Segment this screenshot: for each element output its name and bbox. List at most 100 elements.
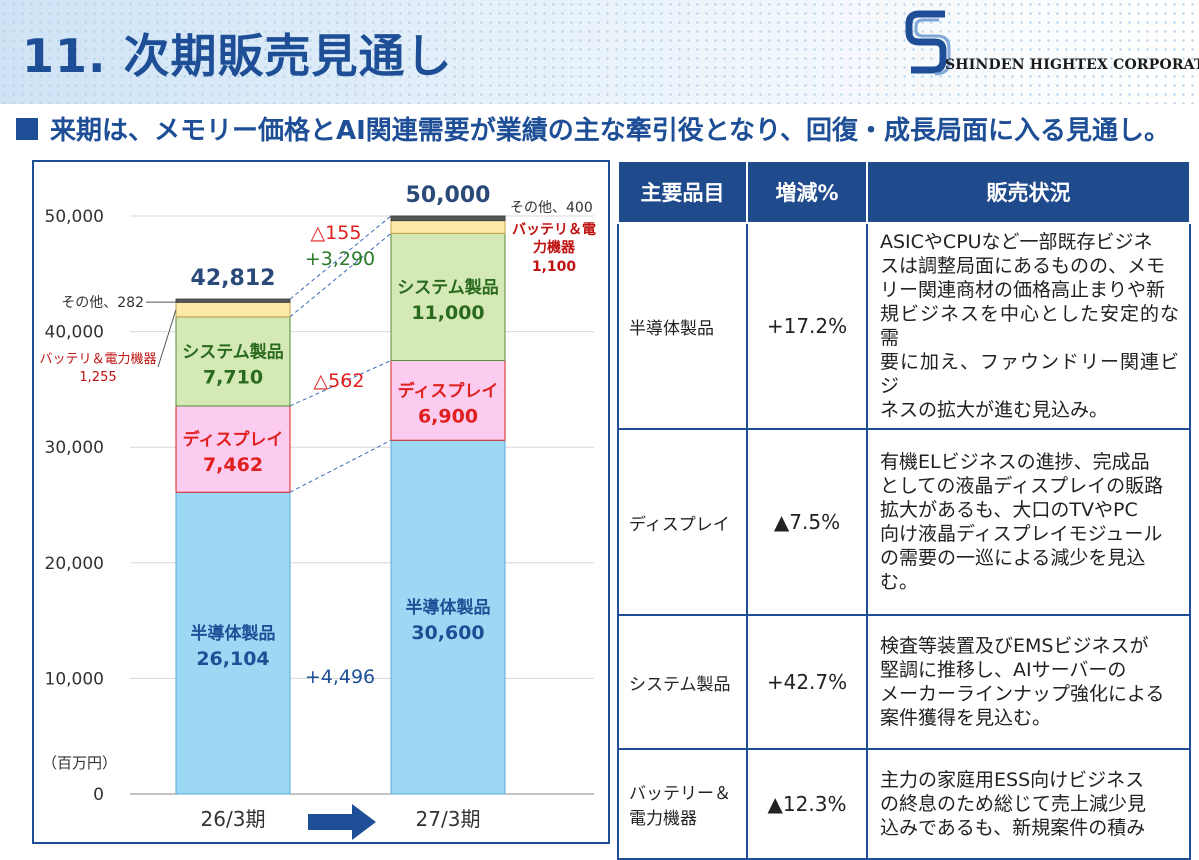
table-row: システム製品 +42.7% 検査等装置及びEMSビジネスが 堅調に推移し、AIサーバー…	[617, 614, 1191, 750]
sales-status: 検査等装置及びEMSビジネスが 堅調に推移し、AIサーバーの メーカーラインナップ強…	[866, 614, 1191, 750]
connector-line	[289, 232, 392, 318]
callout-battery-right-2: 力機器	[533, 239, 576, 256]
stacked-bar-chart: 0 10,000 20,000 30,000 40,000 50,000 （百万円） 半導体製…	[39, 183, 596, 840]
y-tick-label: 40,000	[45, 323, 104, 343]
header-sales-status: 販売状況	[866, 160, 1191, 224]
product-table: 主要品目 増減% 販売状況 半導体製品 +17.2% ASICやCPUなど一部既存ビ…	[617, 160, 1191, 860]
bar-segment	[175, 316, 291, 407]
bar-segment	[390, 232, 506, 361]
sales-status-line: む。	[880, 571, 919, 593]
x-category-label: 26/3期	[201, 807, 266, 831]
company-name: SHINDEN HIGHTEX CORPORATION	[945, 57, 1199, 73]
item-name-line: システム製品	[629, 674, 731, 695]
y-tick-label: 10,000	[45, 669, 104, 689]
callout-battery-left-value: 1,255	[79, 370, 116, 385]
chart-frame: 0 10,000 20,000 30,000 40,000 50,000 （百万円） 半導体製…	[32, 160, 610, 844]
sales-status-line: 込みであるも、新規案件の積み	[880, 817, 1146, 839]
sales-status-line: 堅調に推移し、AIサーバーの	[880, 659, 1127, 681]
connector-line	[289, 215, 392, 300]
change-label: △155	[311, 222, 362, 244]
item-name-line: 電力機器	[629, 809, 697, 829]
table-header-row: 主要品目 増減% 販売状況	[617, 160, 1191, 224]
bar-segment	[175, 491, 291, 795]
bar-segment	[390, 220, 506, 234]
page-title: 11. 次期販売見通し	[22, 29, 453, 83]
connector-line	[289, 439, 392, 493]
bar-segment	[390, 360, 506, 441]
item-name-line: ディスプレイ	[629, 514, 730, 535]
item-name-line: 半導体製品	[629, 318, 714, 339]
header-band	[0, 0, 1199, 104]
y-axis-unit-label: （百万円）	[42, 754, 117, 772]
bar-segment	[175, 301, 291, 318]
sales-status-line: 主力の家庭用ESS向けビジネス	[880, 769, 1145, 791]
segment-value-label: 7,462	[203, 454, 263, 476]
callout-leader-line	[157, 309, 177, 368]
bar-total-label: 42,812	[191, 266, 276, 291]
header-item: 主要品目	[617, 160, 748, 224]
sales-status: 有機ELビジネスの進捗、完成品 としての液晶ディスプレイの販路 拡大があるも、大口の…	[866, 428, 1191, 616]
callout-battery-left: バッテリ＆電力機器	[39, 352, 156, 367]
sales-status-line: としての液晶ディスプレイの販路	[880, 475, 1164, 497]
bar-segment	[390, 215, 506, 222]
segment-series-label: ディスプレイ	[183, 429, 284, 450]
item-name-line: バッテリー＆	[629, 784, 731, 804]
callout-other-right: その他、400	[510, 200, 593, 216]
table-row: 半導体製品 +17.2% ASICやCPUなど一部既存ビジネ スは調整局面にあるものの…	[617, 222, 1191, 430]
y-tick-label: 50,000	[45, 207, 104, 227]
sales-status-line: リー関連商材の価格高止まりや新	[880, 279, 1166, 301]
subheading: 来期は、メモリー価格とAI関連需要が業績の主な牽引役となり、回復・成長局面に入る…	[16, 110, 1170, 147]
change-pct: +42.7%	[746, 614, 868, 750]
callout-battery-right-value: 1,100	[532, 259, 577, 275]
sales-status-line: 有機ELビジネスの進捗、完成品	[880, 451, 1150, 473]
change-pct: ▲12.3%	[746, 748, 868, 860]
sales-status-line: 向け液晶ディスプレイモジュール	[880, 523, 1163, 545]
change-pct: ▲7.5%	[746, 428, 868, 616]
segment-series-label: システム製品	[397, 277, 499, 298]
subheading-text: 来期は、メモリー価格とAI関連需要が業績の主な牽引役となり、回復・成長局面に入る…	[50, 116, 1170, 146]
bar-total-label: 50,000	[406, 183, 491, 208]
callout-other-left: その他、282	[61, 295, 144, 311]
sales-status-line: メーカーラインナップ強化による	[880, 683, 1165, 705]
bullet-square-icon	[16, 117, 38, 140]
sales-status-line: スは調整局面にあるものの、メモ	[880, 255, 1166, 277]
change-pct: +17.2%	[746, 222, 868, 430]
sales-status-line: の需要の一巡による減少を見込	[880, 547, 1146, 569]
sales-status-line: の終息のため総じて売上減少見	[880, 793, 1147, 815]
segment-series-label: 半導体製品	[406, 597, 491, 618]
segment-series-label: ディスプレイ	[398, 380, 499, 401]
item-name: システム製品	[617, 614, 748, 750]
change-label: △562	[314, 370, 365, 392]
y-tick-label: 20,000	[45, 554, 104, 574]
segment-value-label: 30,600	[411, 622, 484, 644]
sales-status-line: 拡大があるも、大口のTVやPC	[880, 499, 1138, 521]
segment-value-label: 7,710	[203, 366, 263, 388]
sales-status-line: 規ビジネスを中心とした安定的な需	[880, 303, 1179, 349]
sales-status: 主力の家庭用ESS向けビジネス の終息のため総じて売上減少見 込みであるも、新規案件…	[866, 748, 1191, 860]
arrow-right-icon	[308, 804, 376, 840]
segment-series-label: システム製品	[182, 341, 284, 362]
header-change-pct: 増減%	[746, 160, 868, 224]
company-logo: SHINDEN HIGHTEX CORPORATION	[893, 10, 1199, 80]
company-logo-icon	[905, 10, 951, 76]
product-table-grid: 主要品目 増減% 販売状況 半導体製品 +17.2% ASICやCPUなど一部既存ビ…	[617, 160, 1191, 860]
x-category-label: 27/3期	[416, 807, 481, 831]
sales-status-line: 検査等装置及びEMSビジネスが	[880, 635, 1149, 657]
segment-value-label: 11,000	[411, 302, 484, 324]
sales-status-line: ASICやCPUなど一部既存ビジネ	[880, 231, 1153, 253]
bar-segment	[175, 405, 291, 493]
table-row: バッテリー＆ 電力機器 ▲12.3% 主力の家庭用ESS向けビジネス の終息のため総じて…	[617, 748, 1191, 860]
segment-value-label: 6,900	[418, 405, 478, 427]
item-name: ディスプレイ	[617, 428, 748, 616]
sales-status-line: ネスの拡大が進む見込み。	[880, 399, 1109, 421]
change-label: +3,290	[305, 248, 375, 270]
table-row: ディスプレイ ▲7.5% 有機ELビジネスの進捗、完成品 としての液晶ディスプレイの販…	[617, 428, 1191, 616]
connector-line	[289, 360, 392, 407]
segment-series-label: 半導体製品	[191, 623, 276, 644]
y-tick-label: 30,000	[45, 438, 104, 458]
item-name: 半導体製品	[617, 222, 748, 430]
item-name: バッテリー＆ 電力機器	[617, 748, 748, 860]
callout-battery-right: バッテリ＆電	[512, 221, 596, 238]
bar-segment	[175, 298, 291, 303]
segment-value-label: 26,104	[196, 648, 269, 670]
